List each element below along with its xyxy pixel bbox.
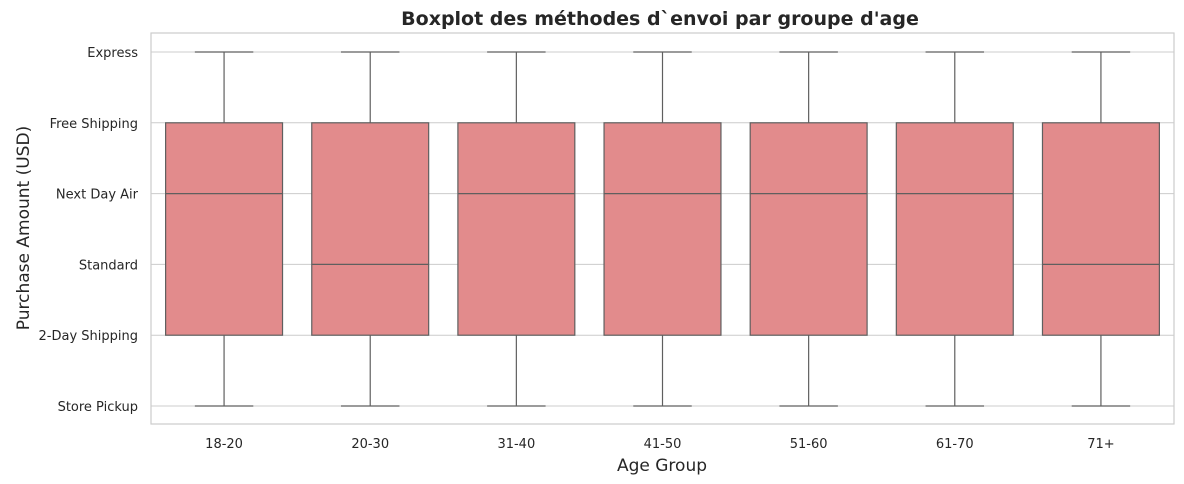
y-tick-label: Standard bbox=[79, 258, 138, 273]
x-tick-label: 18-20 bbox=[205, 437, 243, 452]
x-axis-label: Age Group bbox=[617, 456, 707, 476]
y-tick-label: Store Pickup bbox=[58, 400, 138, 415]
box-31-40 bbox=[457, 51, 576, 407]
x-tick-label: 61-70 bbox=[936, 437, 974, 452]
x-tick-label: 41-50 bbox=[644, 437, 682, 452]
box-18-20 bbox=[165, 51, 284, 407]
y-tick-labels: Store Pickup 2-Day Shipping Standard Next D… bbox=[39, 46, 139, 415]
box-51-60 bbox=[749, 51, 868, 407]
y-tick-label: Express bbox=[87, 46, 138, 61]
chart-title: Boxplot des méthodes d`envoi par groupe … bbox=[401, 8, 919, 30]
iqr-box bbox=[1041, 122, 1160, 336]
x-tick-label: 31-40 bbox=[497, 437, 535, 452]
y-tick-label: 2-Day Shipping bbox=[39, 329, 138, 344]
x-tick-label: 20-30 bbox=[351, 437, 389, 452]
x-tick-label: 71+ bbox=[1087, 437, 1114, 452]
box-20-30 bbox=[311, 51, 430, 407]
y-axis-label: Purchase Amount (USD) bbox=[14, 126, 34, 330]
plot-frame bbox=[150, 32, 1175, 425]
x-tick-label: 51-60 bbox=[790, 437, 828, 452]
boxes bbox=[165, 51, 1160, 407]
iqr-box bbox=[165, 122, 284, 336]
box-61-70 bbox=[895, 51, 1014, 407]
iqr-box bbox=[311, 122, 430, 336]
box-71+ bbox=[1041, 51, 1160, 407]
iqr-box bbox=[457, 122, 576, 336]
x-tick-labels: 18-20 20-30 31-40 41-50 51-60 61-70 71+ bbox=[205, 437, 1114, 452]
y-tick-label: Next Day Air bbox=[56, 188, 139, 203]
iqr-box bbox=[603, 122, 722, 336]
box-41-50 bbox=[603, 51, 722, 407]
iqr-box bbox=[749, 122, 868, 336]
y-tick-label: Free Shipping bbox=[50, 117, 138, 132]
iqr-box bbox=[895, 122, 1014, 336]
